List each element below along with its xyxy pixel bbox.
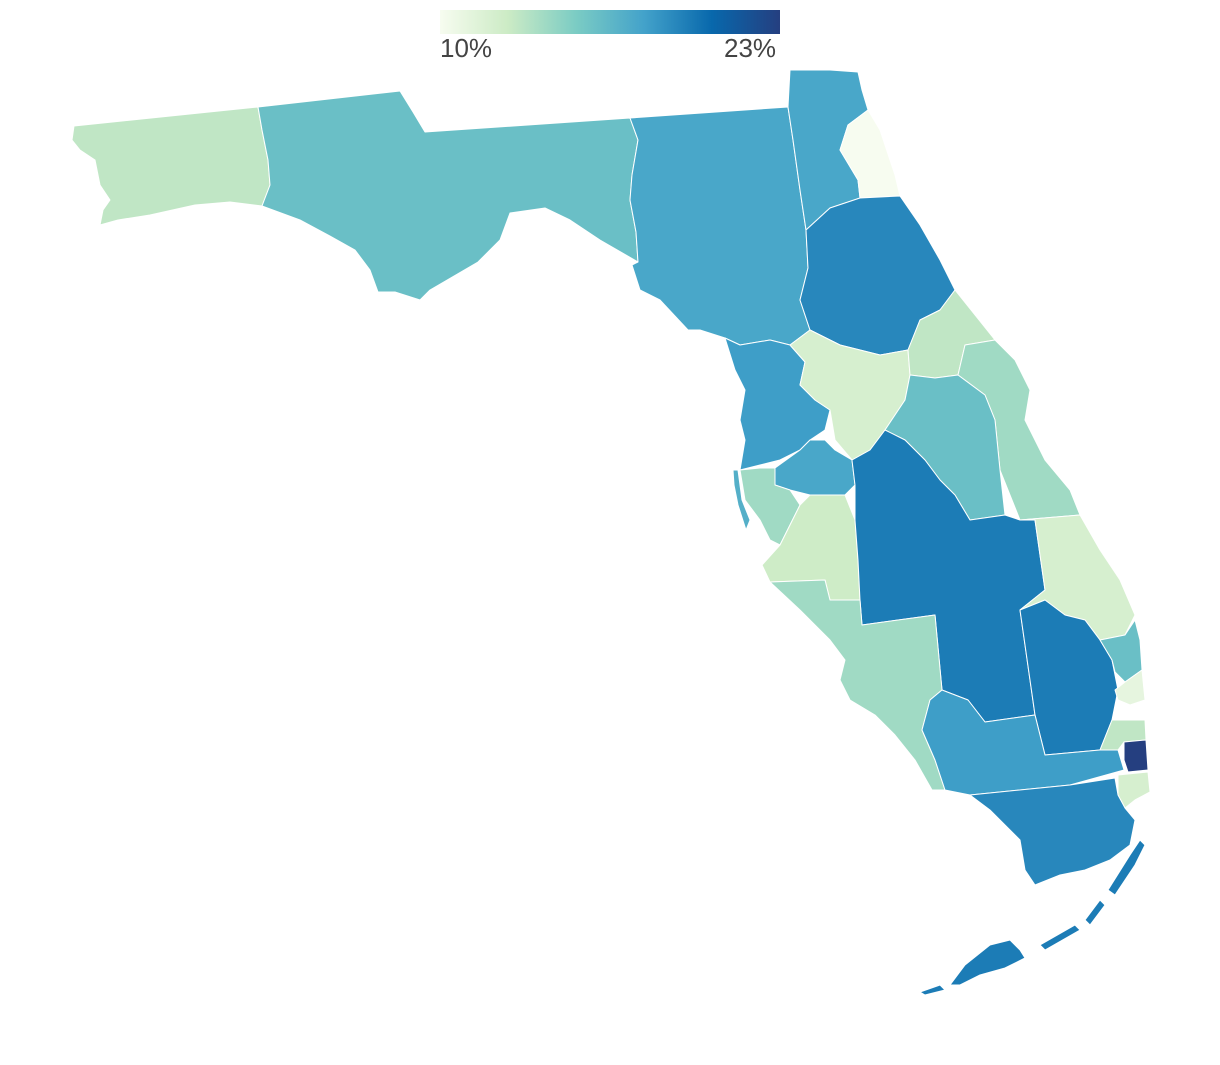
region-broward-small[interactable] (1123, 739, 1149, 773)
region-miami-dade[interactable] (969, 777, 1136, 886)
legend-color-bar (440, 10, 780, 34)
legend-max-label: 23% (724, 33, 777, 63)
region-everglades[interactable] (921, 689, 1125, 796)
region-palm-beach-south[interactable] (1099, 719, 1147, 751)
county-regions (71, 69, 1151, 996)
region-florida-keys[interactable] (919, 839, 1146, 996)
region-panhandle-west[interactable] (71, 106, 271, 226)
region-big-bend[interactable] (629, 106, 811, 346)
region-pinellas[interactable] (732, 469, 751, 531)
region-broward-coast[interactable] (1117, 771, 1151, 809)
region-palm-beach-north[interactable] (1114, 669, 1146, 706)
region-panhandle-central[interactable] (257, 90, 639, 301)
legend-min-label: 10% (440, 33, 493, 63)
